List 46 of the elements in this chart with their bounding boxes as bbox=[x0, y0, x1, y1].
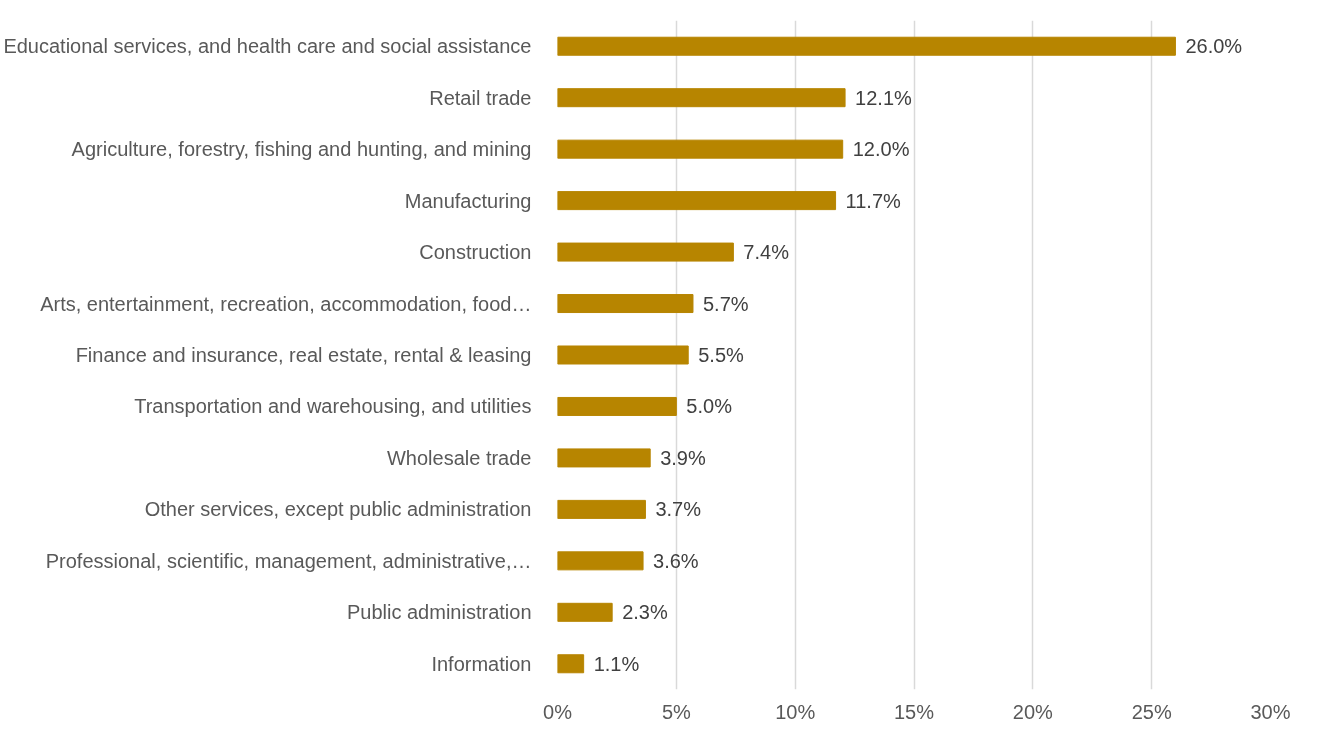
data-label: 3.7% bbox=[655, 498, 702, 521]
data-label: 5.0% bbox=[686, 395, 733, 418]
data-label: 12.1% bbox=[855, 86, 912, 109]
y-tick-label: Finance and insurance, real estate, rental & leasing bbox=[75, 344, 532, 366]
data-label: 5.7% bbox=[702, 292, 749, 315]
data-label: 5.5% bbox=[698, 344, 745, 366]
y-tick-label: Manufacturing bbox=[404, 189, 532, 212]
bar bbox=[557, 88, 846, 108]
x-tick-label: 20% bbox=[1012, 700, 1054, 723]
y-tick-label: Educational services, and health care and social assistance bbox=[3, 35, 532, 58]
x-tick-label: 0% bbox=[543, 700, 573, 723]
data-label: 12.0% bbox=[852, 138, 910, 161]
data-label: 2.3% bbox=[622, 601, 668, 624]
bar bbox=[557, 242, 734, 262]
x-tick-label: 10% bbox=[775, 700, 816, 723]
bar bbox=[557, 139, 844, 159]
bar bbox=[557, 602, 613, 622]
y-tick-label: Wholesale trade bbox=[386, 446, 532, 469]
data-label: 3.6% bbox=[653, 549, 699, 572]
bar bbox=[557, 499, 646, 519]
y-tick-label: Arts, entertainment, recreation, accommodation, food… bbox=[40, 292, 532, 315]
bar bbox=[557, 36, 1176, 56]
y-tick-label: Construction bbox=[419, 241, 532, 264]
y-tick-label: Other services, except public administration bbox=[144, 498, 532, 521]
bar bbox=[557, 551, 644, 571]
bar bbox=[557, 654, 585, 674]
bar bbox=[557, 345, 689, 365]
y-tick-label: Information bbox=[431, 652, 532, 675]
bar bbox=[557, 191, 837, 211]
bar bbox=[557, 448, 651, 468]
x-tick-label: 25% bbox=[1131, 700, 1172, 723]
y-tick-label: Retail trade bbox=[429, 86, 532, 109]
data-label: 1.1% bbox=[593, 652, 640, 675]
data-label: 11.7% bbox=[845, 189, 902, 212]
data-label: 7.4% bbox=[743, 241, 790, 264]
x-tick-label: 5% bbox=[661, 700, 691, 723]
bar bbox=[557, 294, 694, 314]
y-tick-label: Public administration bbox=[346, 601, 532, 624]
y-tick-label: Agriculture, forestry, fishing and hunting, and mining bbox=[71, 138, 532, 161]
data-label: 3.9% bbox=[660, 446, 706, 469]
bar bbox=[557, 396, 677, 416]
y-tick-label: Professional, scientific, management, administrative,… bbox=[45, 549, 532, 572]
data-label: 26.0% bbox=[1185, 35, 1243, 58]
y-tick-label: Transportation and warehousing, and utilities bbox=[134, 395, 532, 418]
x-tick-label: 15% bbox=[893, 700, 935, 723]
x-tick-label: 30% bbox=[1250, 700, 1291, 723]
